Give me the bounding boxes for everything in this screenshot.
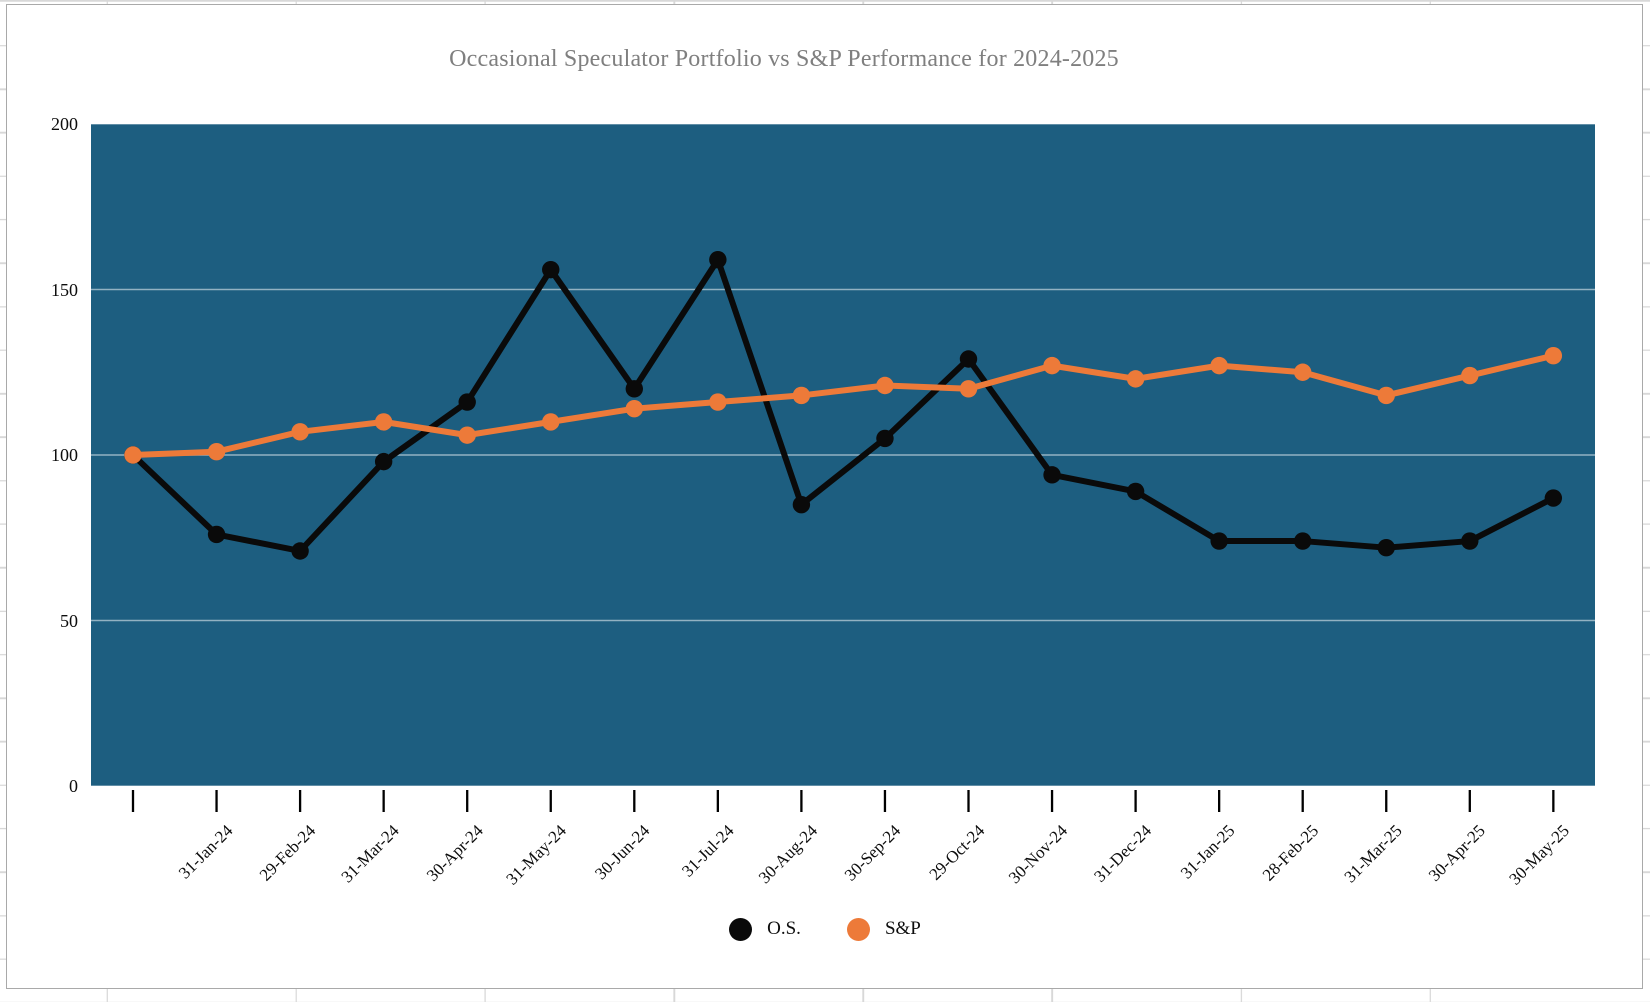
os-data-point (792, 495, 811, 514)
y-axis-label: 50 (60, 610, 78, 631)
os-legend-dot (729, 917, 753, 941)
sp-legend-label: S&P (884, 918, 921, 939)
sp-data-point (1126, 370, 1145, 388)
sp-legend-dot (846, 917, 870, 941)
sp-data-point (1210, 356, 1228, 375)
os-data-point (1544, 489, 1563, 507)
os-data-point (1210, 532, 1228, 550)
sp-data-point (709, 393, 727, 411)
os-data-point (207, 525, 226, 544)
sp-data-point (542, 413, 560, 431)
y-axis-label: 0 (69, 776, 78, 796)
os-line (130, 256, 1557, 554)
os-data-point (625, 380, 643, 398)
sp-data-point (374, 413, 393, 431)
sp-line (130, 352, 1557, 458)
y-axis-label: 150 (51, 279, 78, 300)
legend-item-sp: S&P (846, 917, 921, 941)
sp-data-point (1294, 363, 1312, 381)
sp-data-point (1461, 366, 1479, 385)
sp-data-point (1377, 386, 1395, 405)
os-data-point (374, 452, 393, 471)
os-data-point (1377, 538, 1395, 557)
y-axis-label: 100 (51, 445, 78, 465)
sp-data-point (876, 376, 894, 395)
sp-data-point (625, 399, 643, 418)
legend-item-os: O.S. (729, 917, 801, 941)
chart-title: Occasional Speculator Portfolio vs S&P P… (449, 46, 1119, 72)
sp-data-point (207, 442, 226, 461)
os-data-point (709, 251, 727, 269)
os-data-point (1294, 532, 1312, 550)
chart-legend: O.S. S&P (0, 913, 1650, 945)
sp-data-point (959, 380, 978, 398)
sp-data-point (1043, 356, 1061, 375)
sp-data-point (291, 423, 309, 441)
y-axis-label: 200 (51, 114, 78, 134)
os-data-point (1461, 532, 1479, 550)
sp-data-point (458, 426, 476, 444)
os-data-point (458, 393, 476, 411)
os-legend-label: O.S. (767, 918, 801, 939)
sp-data-point (124, 446, 142, 464)
sp-data-point (1544, 347, 1563, 365)
os-data-point (291, 542, 309, 560)
sp-data-point (792, 386, 811, 405)
os-data-point (542, 260, 560, 279)
os-data-point (876, 429, 894, 448)
os-data-point (1043, 466, 1061, 484)
os-data-point (959, 350, 978, 368)
os-data-point (1126, 482, 1145, 501)
